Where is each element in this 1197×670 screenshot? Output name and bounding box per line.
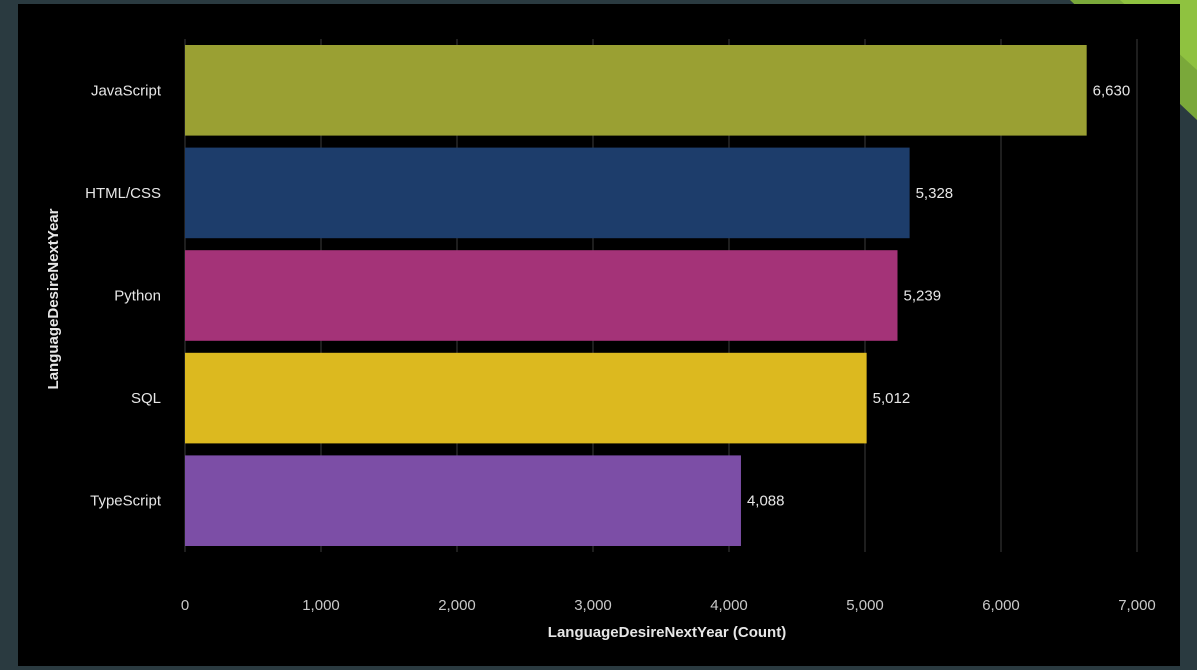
x-tick-label: 7,000 xyxy=(1118,597,1156,614)
x-tick-label: 6,000 xyxy=(982,597,1020,614)
x-tick-label: 1,000 xyxy=(302,597,340,614)
bar-sql xyxy=(185,352,867,444)
labels: 0 1,000 2,000 3,000 4,000 5,000 6,000 7,000 Java… xyxy=(85,82,1156,614)
y-tick-label: TypeScript xyxy=(90,493,162,510)
bar-javascript xyxy=(185,45,1087,136)
bars xyxy=(185,45,1087,546)
x-axis-title: LanguageDesireNextYear (Count) xyxy=(548,624,786,641)
bar-html-css xyxy=(185,147,910,239)
bar-chart: 0 1,000 2,000 3,000 4,000 5,000 6,000 7,000 Java… xyxy=(45,39,1156,641)
x-tick-label: 4,000 xyxy=(710,597,748,614)
y-tick-label: JavaScript xyxy=(91,82,162,99)
x-tick-label: 3,000 xyxy=(574,597,612,614)
x-tick-label: 5,000 xyxy=(846,597,884,614)
y-tick-label: SQL xyxy=(131,390,161,407)
data-label: 4,088 xyxy=(747,493,785,510)
x-tick-label: 0 xyxy=(181,597,189,614)
bar-typescript xyxy=(185,455,741,546)
y-axis-title: LanguageDesireNextYear xyxy=(45,208,62,389)
data-label: 5,012 xyxy=(873,390,911,407)
data-label: 5,239 xyxy=(904,288,942,305)
data-label: 5,328 xyxy=(916,185,954,202)
data-label: 6,630 xyxy=(1093,82,1131,99)
y-tick-label: HTML/CSS xyxy=(85,185,161,202)
y-tick-label: Python xyxy=(114,288,161,305)
chart-panel: 0 1,000 2,000 3,000 4,000 5,000 6,000 7,000 Java… xyxy=(18,4,1180,666)
bar-python xyxy=(185,250,898,341)
x-tick-label: 2,000 xyxy=(438,597,476,614)
